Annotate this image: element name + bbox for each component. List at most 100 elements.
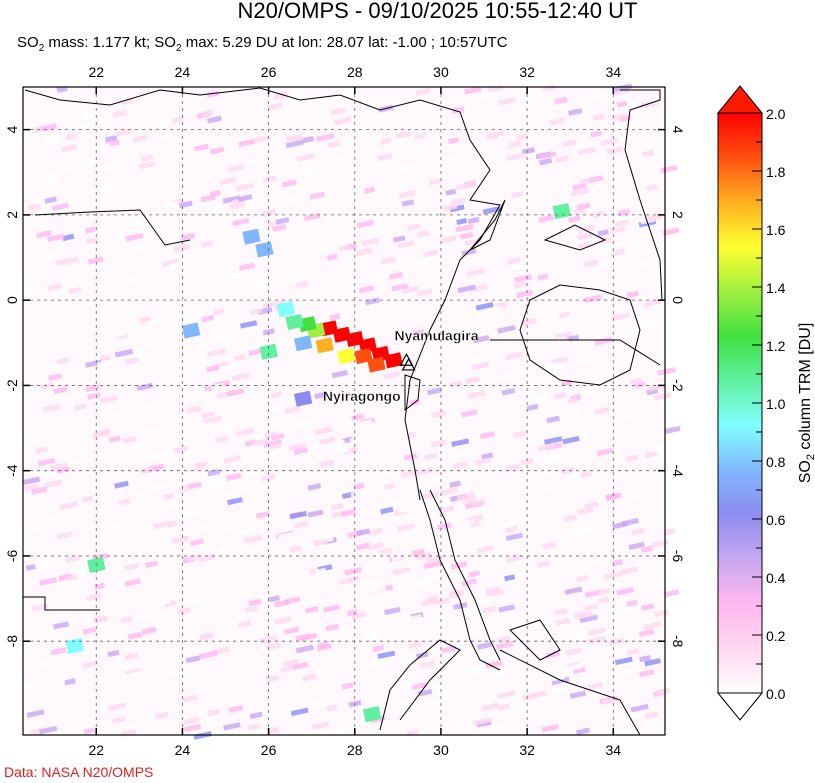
noise-cell [236, 427, 255, 437]
noise-cell [356, 125, 371, 134]
noise-cell [213, 308, 225, 316]
noise-cell [453, 461, 468, 470]
noise-cell [96, 233, 112, 242]
noise-cell [596, 447, 614, 457]
noise-cell [411, 143, 428, 152]
noise-cell [329, 651, 347, 660]
noise-cell [594, 557, 606, 565]
noise-cell [558, 311, 570, 319]
noise-cell [239, 262, 255, 271]
noise-cell [288, 442, 306, 451]
noise-cell [332, 146, 344, 154]
noise-cell [341, 509, 356, 517]
noise-cell [464, 86, 482, 95]
noise-cell [270, 391, 282, 399]
noise-cell [235, 182, 254, 192]
lon-tick-label-bottom: 32 [519, 742, 535, 758]
noise-cell [138, 225, 155, 234]
noise-cell [543, 454, 561, 464]
noise-cell [199, 522, 212, 530]
noise-cell [623, 241, 643, 250]
noise-cell [207, 348, 226, 358]
noise-cell [574, 630, 590, 639]
noise-cell [562, 435, 580, 445]
lat-tick-label-right: -8 [670, 635, 686, 648]
lat-tick-label-left: 4 [4, 126, 20, 134]
noise-cell [664, 589, 680, 598]
noise-cell [289, 545, 302, 553]
noise-cell [587, 635, 606, 645]
noise-cell [474, 312, 488, 320]
noise-cell [138, 161, 155, 170]
noise-cell [206, 364, 220, 373]
noise-cell [296, 153, 315, 162]
noise-cell [570, 188, 590, 197]
colorbar-tick-label: 1.8 [766, 164, 786, 180]
lake-rukwa [509, 619, 561, 661]
noise-cell [138, 613, 150, 621]
noise-cell [331, 231, 344, 239]
coastlines-and-lakes [23, 87, 663, 736]
noise-cell [180, 232, 196, 241]
noise-cell [621, 518, 639, 527]
noise-cell [171, 116, 184, 124]
noise-cell [83, 727, 95, 735]
noise-cell [473, 560, 486, 568]
noise-cell [616, 100, 628, 108]
noise-cell [72, 327, 86, 336]
noise-cell [47, 233, 65, 242]
noise-cell [132, 244, 149, 253]
lon-tick-label-bottom: 30 [433, 742, 449, 758]
noise-cell [541, 723, 559, 733]
noise-cell [520, 318, 537, 327]
noise-cell [455, 181, 475, 191]
noise-cell [199, 650, 218, 660]
noise-cell [450, 561, 468, 570]
noise-cell [351, 719, 368, 728]
noise-cell [423, 452, 438, 461]
noise-cell [223, 455, 241, 464]
colorbar-tick-label: 1.2 [766, 338, 786, 354]
noise-cell [317, 641, 329, 649]
graticule [23, 87, 665, 735]
noise-cell [537, 442, 555, 452]
noise-cell [576, 202, 591, 211]
plume-cell [384, 352, 403, 369]
noise-cell [440, 694, 455, 702]
noise-cell [601, 697, 615, 705]
noise-cell [39, 577, 58, 586]
noise-cell [608, 637, 625, 646]
noise-cell [364, 635, 377, 643]
noise-cell [255, 281, 268, 289]
noise-cell [476, 545, 495, 554]
map-frame [22, 86, 666, 736]
noise-cell [50, 647, 67, 656]
noise-cell [140, 154, 154, 162]
noise-cell [267, 102, 283, 111]
noise-cell [398, 190, 417, 199]
noise-cell [516, 133, 528, 141]
noise-cell [198, 554, 216, 563]
volcano-label: Nyamulagira [394, 327, 478, 343]
noise-cell [303, 213, 321, 222]
noise-cell [146, 318, 161, 327]
noise-cell [237, 194, 253, 202]
noise-cell [107, 649, 120, 658]
noise-cell [88, 423, 106, 432]
noise-cell [598, 597, 610, 605]
noise-cell [406, 614, 422, 623]
noise-cell [516, 702, 528, 710]
noise-cell [368, 658, 386, 667]
noise-cell [133, 440, 152, 449]
noise-cell [664, 727, 681, 736]
noise-cell [441, 645, 457, 654]
noise-cell [86, 593, 103, 602]
noise-cell [514, 196, 527, 204]
noise-cell [353, 482, 365, 490]
noise-cell [584, 589, 603, 598]
lat-tick-label-left: 2 [4, 211, 20, 219]
noise-cell [200, 716, 214, 724]
noise-cell [597, 588, 611, 596]
noise-cell [154, 711, 169, 720]
noise-cell [58, 164, 76, 174]
